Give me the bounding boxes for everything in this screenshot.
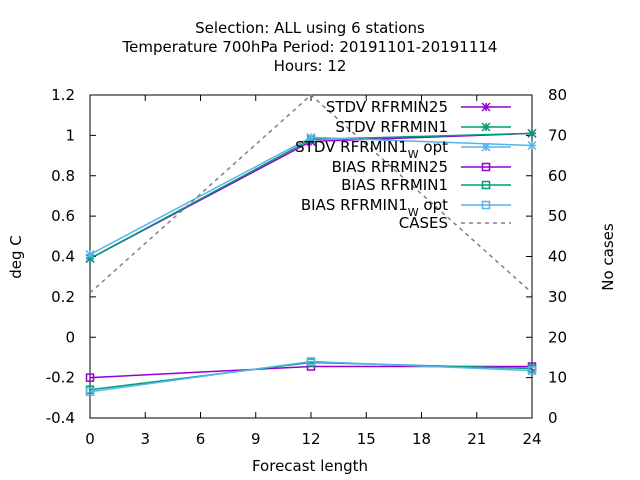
y-tick-label: -0.2	[46, 369, 75, 387]
y-tick-label: 0.6	[51, 207, 75, 225]
y-axis-label: deg C	[7, 235, 25, 279]
legend-marker	[481, 122, 491, 132]
chart-title: Selection: ALL using 6 stations Temperat…	[122, 19, 498, 75]
title-line-3: Hours: 12	[274, 57, 347, 75]
y-tick-label: 1	[65, 126, 75, 144]
data-point	[85, 249, 95, 260]
title-line-1: Selection: ALL using 6 stations	[195, 19, 425, 37]
legend-label: BIAS RFRMIN1	[341, 176, 448, 194]
y-tick-label: 1.2	[51, 86, 75, 104]
y-tick-label: -0.4	[46, 409, 75, 427]
data-point	[85, 387, 95, 397]
y2-tick-label: 60	[548, 167, 567, 185]
x-tick-label: 15	[357, 430, 376, 448]
plot-area: -0.4-0.200.20.40.60.811.2010203040506070…	[46, 86, 567, 448]
y-tick-label: 0.8	[51, 167, 75, 185]
y2-tick-label: 0	[548, 409, 558, 427]
legend: STDV RFRMIN25 STDV RFRMIN1 STDV RFRMIN1W o…	[295, 98, 511, 232]
x-tick-label: 24	[522, 430, 541, 448]
legend-marker	[481, 102, 491, 112]
data-point	[306, 357, 316, 366]
legend-marker	[481, 162, 491, 172]
y2-tick-label: 70	[548, 126, 567, 144]
data-point	[527, 366, 537, 375]
legend-label: STDV RFRMIN25	[326, 98, 448, 116]
legend-label: STDV RFRMIN1W opt	[295, 138, 448, 161]
y2-tick-label: 50	[548, 207, 567, 225]
y2-tick-label: 30	[548, 288, 567, 306]
legend-label: CASES	[399, 214, 448, 232]
data-point	[527, 128, 537, 138]
y-tick-label: 0.4	[51, 248, 75, 266]
x-tick-label: 6	[196, 430, 206, 448]
x-tick-label: 12	[301, 430, 320, 448]
series-line-5	[89, 360, 533, 393]
legend-label: BIAS RFRMIN1W opt	[301, 196, 448, 219]
x-tick-label: 21	[467, 430, 486, 448]
x-tick-label: 3	[140, 430, 150, 448]
x-tick-label: 0	[85, 430, 95, 448]
data-point	[527, 140, 537, 150]
y2-tick-label: 40	[548, 248, 567, 266]
y2-tick-label: 80	[548, 86, 567, 104]
data-point	[306, 132, 316, 142]
legend-marker	[481, 142, 491, 152]
title-line-2: Temperature 700hPa Period: 20191101-2019…	[122, 38, 498, 56]
y2-tick-label: 10	[548, 369, 567, 387]
data-point	[85, 373, 95, 382]
legend-label: STDV RFRMIN1	[335, 118, 448, 136]
x-tick-label: 9	[251, 430, 261, 448]
legend-marker	[481, 180, 491, 190]
legend-marker	[481, 200, 491, 210]
legend-label: BIAS RFRMIN25	[332, 158, 448, 176]
y-tick-label: 0	[65, 328, 75, 346]
y2-tick-label: 20	[548, 328, 567, 346]
series-line-4	[89, 361, 533, 391]
x-axis-label: Forecast length	[252, 457, 368, 475]
series-line-6	[89, 93, 533, 294]
y2-axis-label: No cases	[599, 223, 617, 291]
x-tick-label: 18	[412, 430, 431, 448]
y-tick-label: 0.2	[51, 288, 75, 306]
